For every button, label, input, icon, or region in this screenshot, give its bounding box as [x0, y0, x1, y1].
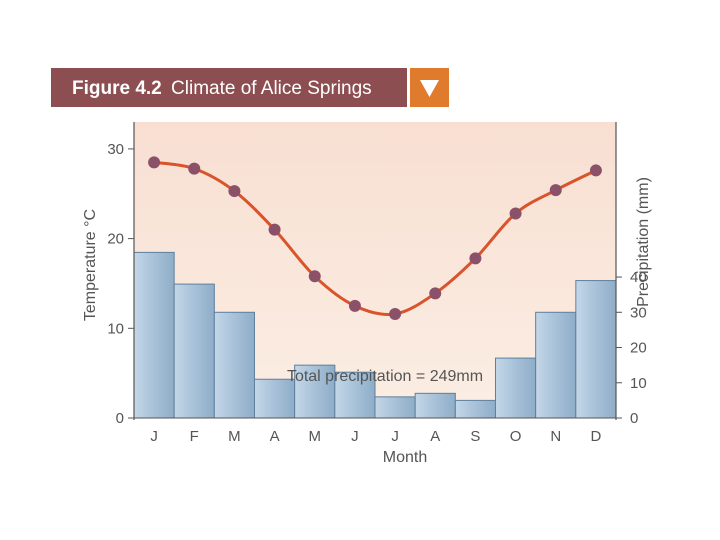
figure-label: Figure 4.2 [72, 78, 162, 99]
precipitation-bar [133, 251, 175, 419]
precipitation-bar [454, 399, 497, 419]
temperature-point [469, 252, 482, 265]
precipitation-bar [374, 396, 416, 419]
precipitation-bar [173, 283, 215, 419]
right-tick-label: 0 [630, 410, 638, 427]
figure-title: Climate of Alice Springs [171, 78, 372, 99]
month-label: A [430, 428, 440, 445]
precipitation-bar [254, 378, 296, 419]
month-label: J [150, 428, 158, 445]
temperature-point [348, 299, 361, 312]
temperature-point [509, 207, 522, 220]
temperature-point [308, 270, 321, 283]
precipitation-bar [414, 392, 456, 419]
left-axis-label: Temperature °C [82, 209, 99, 321]
temperature-point [228, 185, 241, 198]
right-tick-label: 20 [630, 340, 647, 357]
right-tick-label: 40 [630, 269, 647, 286]
month-label: J [391, 428, 399, 445]
temperature-point [268, 223, 281, 236]
left-tick-label: 0 [116, 410, 124, 427]
right-tick-label: 30 [630, 304, 647, 321]
precipitation-bar [213, 311, 255, 419]
left-tick-label: 30 [107, 141, 124, 158]
month-label: F [190, 428, 199, 445]
month-label: D [590, 428, 601, 445]
temperature-point [429, 287, 442, 300]
precipitation-annotation: Total precipitation = 249mm [287, 368, 483, 385]
left-tick-label: 10 [107, 320, 124, 337]
temperature-point [549, 184, 562, 197]
precipitation-bar [575, 280, 617, 419]
left-tick-label: 20 [107, 231, 124, 248]
month-label: M [309, 428, 322, 445]
month-label: J [351, 428, 359, 445]
temperature-point [148, 156, 161, 169]
toggle-button[interactable] [410, 68, 449, 107]
precipitation-bar [495, 357, 537, 419]
month-label: N [550, 428, 561, 445]
right-tick-label: 10 [630, 375, 647, 392]
month-label: M [228, 428, 241, 445]
temperature-point [589, 164, 602, 177]
x-axis-label: Month [383, 449, 427, 466]
month-label: S [470, 428, 480, 445]
precipitation-bar [535, 311, 577, 419]
triangle-down-icon [420, 80, 439, 97]
month-label: A [270, 428, 280, 445]
temperature-point [389, 307, 402, 320]
month-label: O [510, 428, 522, 445]
right-axis-label: Precipitation (mm) [635, 177, 652, 307]
temperature-point [188, 162, 201, 175]
figure-header: Figure 4.2 Climate of Alice Springs [51, 68, 407, 107]
